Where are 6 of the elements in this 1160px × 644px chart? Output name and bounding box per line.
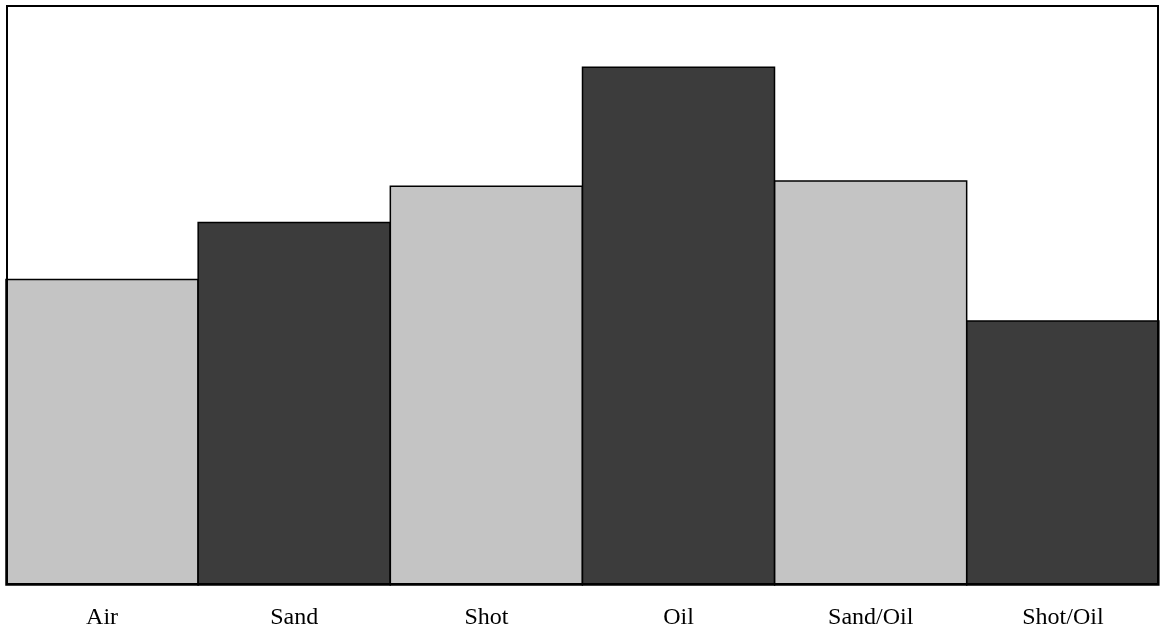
x-tick-label: Oil xyxy=(663,603,695,630)
x-tick-label: Shot/Oil xyxy=(1022,603,1104,630)
x-tick-label: Air xyxy=(86,603,119,630)
x-tick-label: Shot xyxy=(464,603,509,630)
x-tick-label: Sand xyxy=(270,603,319,630)
x-tick-label: Sand/Oil xyxy=(828,603,914,630)
